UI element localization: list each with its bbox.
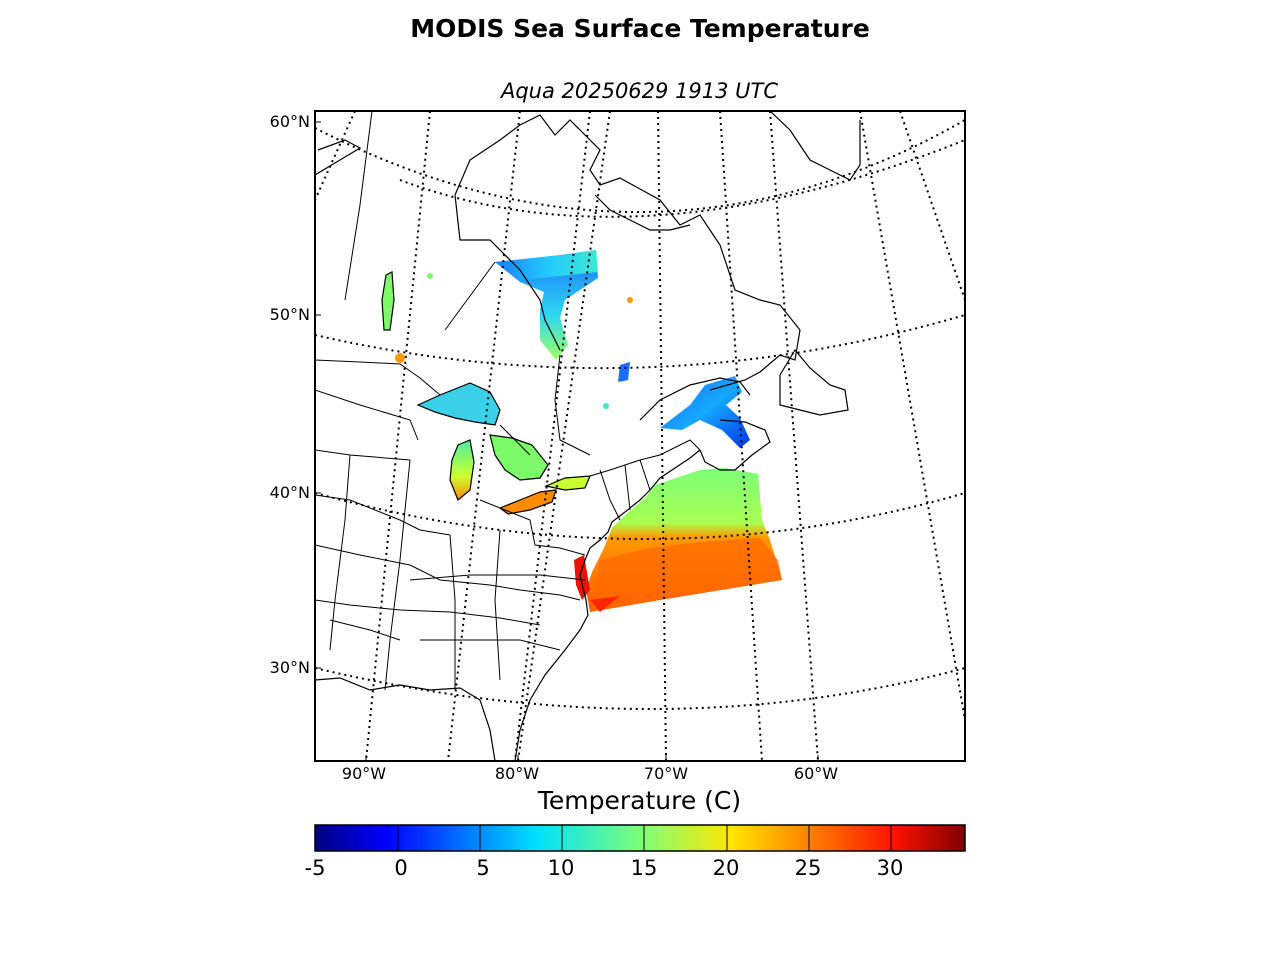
graticule [315,111,965,761]
sst-lake-huron [490,435,548,480]
parallel-40n [315,492,965,540]
colorbar-tick-label: 30 [876,856,904,880]
border-states-4 [315,599,541,641]
meridian-60w [769,111,819,761]
coast-lake-winnipeg [381,271,395,331]
lat-label-40n: 40°N [269,483,310,502]
political-borders [315,111,701,691]
sst-small-lake-3 [603,403,609,409]
chart-title: MODIS Sea Surface Temperature [410,14,870,43]
border-states-3 [409,499,586,651]
parallel-60n [315,119,965,214]
border-states-2 [329,454,501,691]
coast-lake-michigan [449,439,475,501]
lat-label-50n: 50°N [269,305,310,324]
sst-small-lake-2 [627,297,633,303]
colorbar-tick-label: -5 [304,856,326,880]
map-frame [314,110,966,762]
sst-lake-st-john [618,362,630,382]
chart-subtitle: Aqua 20250629 1913 UTC [500,79,779,103]
lon-ticks [365,755,819,761]
colorbar-title: Temperature (C) [537,786,742,815]
sst-lake-erie [500,490,556,514]
parallel-55n [399,139,965,218]
meridian-95w [315,111,356,201]
sst-chesapeake [574,555,590,600]
meridian-85w [447,111,521,761]
border-canada-provinces [344,111,591,456]
meridian-65w [719,111,763,761]
sst-overlay [382,250,782,612]
coast-newfoundland [779,348,849,416]
colorbar [314,824,966,852]
lon-label-60w: 60°W [793,764,839,783]
coast-gulf-mexico [315,677,496,761]
lat-label-60n: 60°N [269,112,310,131]
sst-lake-of-woods [395,353,405,363]
parallel-50n [315,314,965,370]
border-us-canada [315,359,701,477]
colorbar-tick-label: 20 [712,856,740,880]
coast-lake-erie [498,489,557,515]
parallel-30n [315,667,965,710]
meridian-55w [859,111,965,721]
coast-hudson-bay-west [315,139,362,176]
sst-small-lake [427,273,433,279]
coast-gulf-st-lawrence [639,377,751,421]
colorbar-tick-label: 25 [794,856,822,880]
meridian-90w [365,111,431,761]
coast-lake-superior [416,382,501,426]
colorbar-ticks [314,825,892,851]
coast-nova-scotia [699,419,771,471]
lat-ticks [315,121,321,669]
lon-label-90w: 90°W [341,764,387,783]
colorbar-tick-label: 15 [630,856,658,880]
sst-lake-superior [418,383,500,425]
colorbar-tick-label: 5 [476,856,490,880]
coast-new-england [514,449,701,761]
meridian-75w [514,111,591,761]
coast-lake-ontario [543,475,591,491]
lon-label-80w: 80°W [494,764,540,783]
meridian-70w [657,111,667,761]
border-ne-states [599,459,651,521]
meridian-80w [517,111,611,761]
coast-james-bay [454,194,561,351]
lat-label-30n: 30°N [269,658,310,677]
coast-quebec-north [594,194,691,231]
coast-hudson-bay-south [454,114,801,391]
lon-label-70w: 70°W [643,764,689,783]
coastlines [315,111,861,761]
sst-lake-winnipeg [382,272,394,330]
coast-lake-huron [489,434,549,481]
sst-coastal-warm [590,596,620,612]
coast-labrador [769,111,861,181]
sst-lake-michigan [450,440,474,500]
colorbar-tick-label: 0 [394,856,408,880]
sst-gulf-stream-warm [590,538,782,612]
meridian-50w [899,111,965,301]
colorbar-tick-label: 10 [547,856,575,880]
sst-gulf-st-lawrence [660,376,750,448]
